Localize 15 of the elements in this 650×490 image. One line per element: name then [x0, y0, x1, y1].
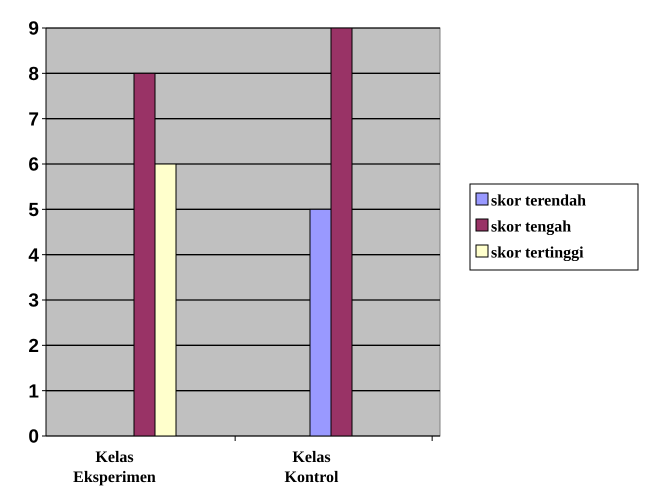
y-tick-label: 1: [28, 381, 40, 402]
x-tick-label: Kelas Eksperimen: [73, 449, 156, 486]
y-tick-label: 4: [28, 245, 40, 266]
y-tick-label: 5: [28, 200, 40, 221]
y-tick-label: 6: [28, 154, 39, 176]
y-tick-label: 0: [28, 426, 39, 448]
x-tick-label: Kelas Kontrol: [284, 449, 340, 486]
y-tick-label: 8: [28, 64, 39, 85]
legend-label: skor tengah: [491, 218, 572, 236]
legend-label: skor tertinggi: [491, 244, 584, 262]
y-tick-label: 2: [28, 336, 39, 357]
legend-label: skor terendah: [491, 192, 586, 210]
y-tick-label: 9: [28, 18, 39, 40]
y-tick-label: 3: [28, 290, 39, 312]
y-tick-label: 7: [28, 109, 39, 130]
